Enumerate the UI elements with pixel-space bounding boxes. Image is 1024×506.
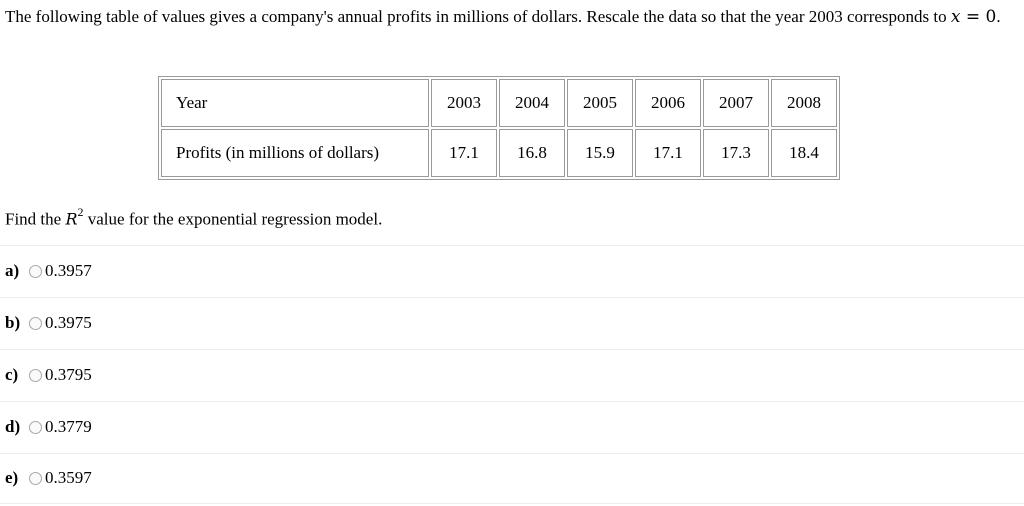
problem-statement: The following table of values gives a co… [5,5,1015,29]
profit-cell: 17.1 [431,129,497,177]
divider [0,349,1024,350]
r-symbol: R [65,209,78,229]
option-value: 0.3957 [45,261,92,280]
question-prefix: Find the [5,209,66,229]
r-exponent: 2 [77,205,84,219]
profits-header: Profits (in millions of dollars) [161,129,429,177]
question-suffix: value for the exponential regression mod… [83,209,383,229]
year-cell: 2005 [567,79,633,127]
year-cell: 2008 [771,79,837,127]
option-value: 0.3597 [45,468,92,487]
option-value: 0.3795 [45,365,92,384]
profits-table: Year 2003 2004 2005 2006 2007 2008 Profi… [158,76,840,180]
option-letter: d) [5,417,21,436]
year-cell: 2003 [431,79,497,127]
radio-button[interactable] [29,316,42,330]
year-header: Year [161,79,429,127]
option-b[interactable]: b) 0.3975 [5,311,92,335]
equals-zero: = 0 [960,7,997,27]
profit-cell: 17.3 [703,129,769,177]
profit-cell: 16.8 [499,129,565,177]
radio-button[interactable] [29,471,42,485]
intro-end: . [996,7,1001,26]
option-e[interactable]: e) 0.3597 [5,466,92,490]
option-letter: c) [5,365,19,384]
divider [0,401,1024,402]
variable-x: x [950,7,961,27]
year-cell: 2006 [635,79,701,127]
profit-cell: 17.1 [635,129,701,177]
divider [0,245,1024,246]
radio-button[interactable] [29,264,42,278]
divider [0,503,1024,504]
radio-button[interactable] [29,368,42,382]
year-row: Year 2003 2004 2005 2006 2007 2008 [161,79,837,127]
radio-button[interactable] [29,420,42,434]
option-value: 0.3975 [45,313,92,332]
option-value: 0.3779 [45,417,92,436]
profit-cell: 18.4 [771,129,837,177]
divider [0,453,1024,454]
divider [0,297,1024,298]
option-letter: e) [5,468,19,487]
option-d[interactable]: d) 0.3779 [5,415,92,439]
profits-row: Profits (in millions of dollars) 17.1 16… [161,129,837,177]
year-cell: 2004 [499,79,565,127]
option-a[interactable]: a) 0.3957 [5,259,92,283]
intro-text: The following table of values gives a co… [5,7,951,26]
option-letter: b) [5,313,21,332]
option-c[interactable]: c) 0.3795 [5,363,92,387]
option-letter: a) [5,261,20,280]
year-cell: 2007 [703,79,769,127]
profit-cell: 15.9 [567,129,633,177]
question-text: Find the R2 value for the exponential re… [5,205,383,230]
